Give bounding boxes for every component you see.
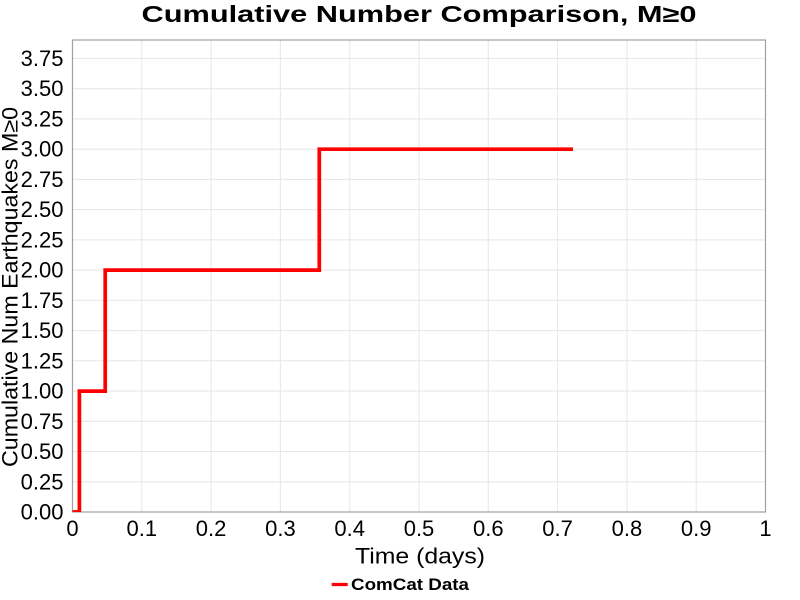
svg-text:0.8: 0.8 xyxy=(612,516,643,541)
svg-text:3.50: 3.50 xyxy=(21,76,64,101)
svg-text:0.2: 0.2 xyxy=(196,516,227,541)
svg-text:3.25: 3.25 xyxy=(21,106,64,131)
svg-text:0.3: 0.3 xyxy=(265,516,296,541)
svg-text:0.00: 0.00 xyxy=(21,500,64,525)
svg-text:1.00: 1.00 xyxy=(21,379,64,404)
svg-text:1.25: 1.25 xyxy=(21,348,64,373)
svg-text:2.75: 2.75 xyxy=(21,167,64,192)
svg-text:Cumulative Number Comparison,: Cumulative Number Comparison, M≥0 xyxy=(142,1,697,27)
svg-text:0: 0 xyxy=(66,516,78,541)
svg-text:Cumulative Num Earthquakes M≥0: Cumulative Num Earthquakes M≥0 xyxy=(0,107,23,467)
svg-text:3.00: 3.00 xyxy=(21,137,64,162)
svg-text:3.75: 3.75 xyxy=(21,46,64,71)
svg-text:1.75: 1.75 xyxy=(21,288,64,313)
svg-text:ComCat Data: ComCat Data xyxy=(351,575,470,594)
svg-text:0.6: 0.6 xyxy=(473,516,504,541)
svg-text:0.75: 0.75 xyxy=(21,409,64,434)
svg-text:0.4: 0.4 xyxy=(334,516,365,541)
svg-text:1.50: 1.50 xyxy=(21,318,64,343)
svg-text:0.9: 0.9 xyxy=(681,516,712,541)
svg-text:0.50: 0.50 xyxy=(21,439,64,464)
svg-text:2.50: 2.50 xyxy=(21,197,64,222)
svg-text:0.1: 0.1 xyxy=(127,516,158,541)
svg-text:0.7: 0.7 xyxy=(542,516,573,541)
svg-text:1: 1 xyxy=(759,516,771,541)
svg-text:2.25: 2.25 xyxy=(21,227,64,252)
svg-text:0.25: 0.25 xyxy=(21,469,64,494)
svg-text:0.5: 0.5 xyxy=(404,516,435,541)
svg-text:Time (days): Time (days) xyxy=(355,544,485,569)
svg-text:2.00: 2.00 xyxy=(21,258,64,283)
